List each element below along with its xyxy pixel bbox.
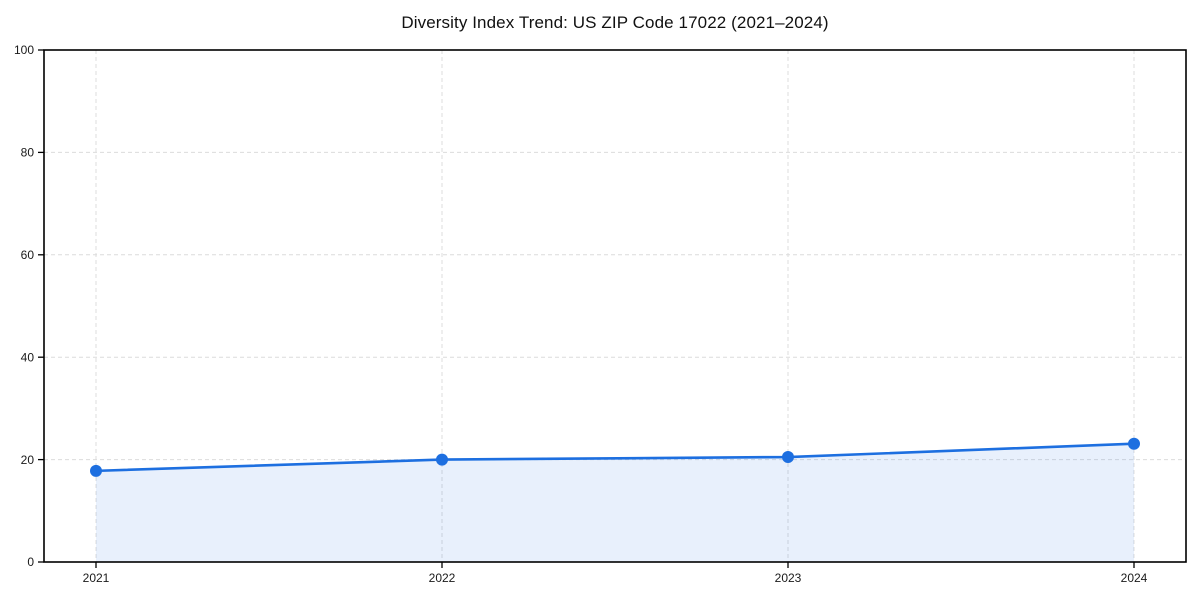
data-point-marker <box>90 464 102 477</box>
y-tick-label: 60 <box>21 248 35 262</box>
y-tick-label: 100 <box>14 43 34 57</box>
x-tick-label: 2022 <box>429 571 456 585</box>
chart-title: Diversity Index Trend: US ZIP Code 17022… <box>401 13 829 32</box>
data-point-marker <box>436 453 448 466</box>
x-tick-label: 2024 <box>1121 571 1148 585</box>
x-tick-label: 2023 <box>775 571 802 585</box>
x-tick-label: 2021 <box>83 571 110 585</box>
data-point-marker <box>782 451 794 464</box>
y-tick-label: 0 <box>27 555 34 569</box>
data-point-marker <box>1128 437 1140 450</box>
area-fill <box>96 443 1134 562</box>
plot-border <box>43 49 1187 563</box>
y-tick-label: 20 <box>21 453 35 467</box>
y-tick-label: 40 <box>21 350 35 364</box>
trend-line <box>94 442 1136 473</box>
y-tick-label: 80 <box>21 146 35 160</box>
